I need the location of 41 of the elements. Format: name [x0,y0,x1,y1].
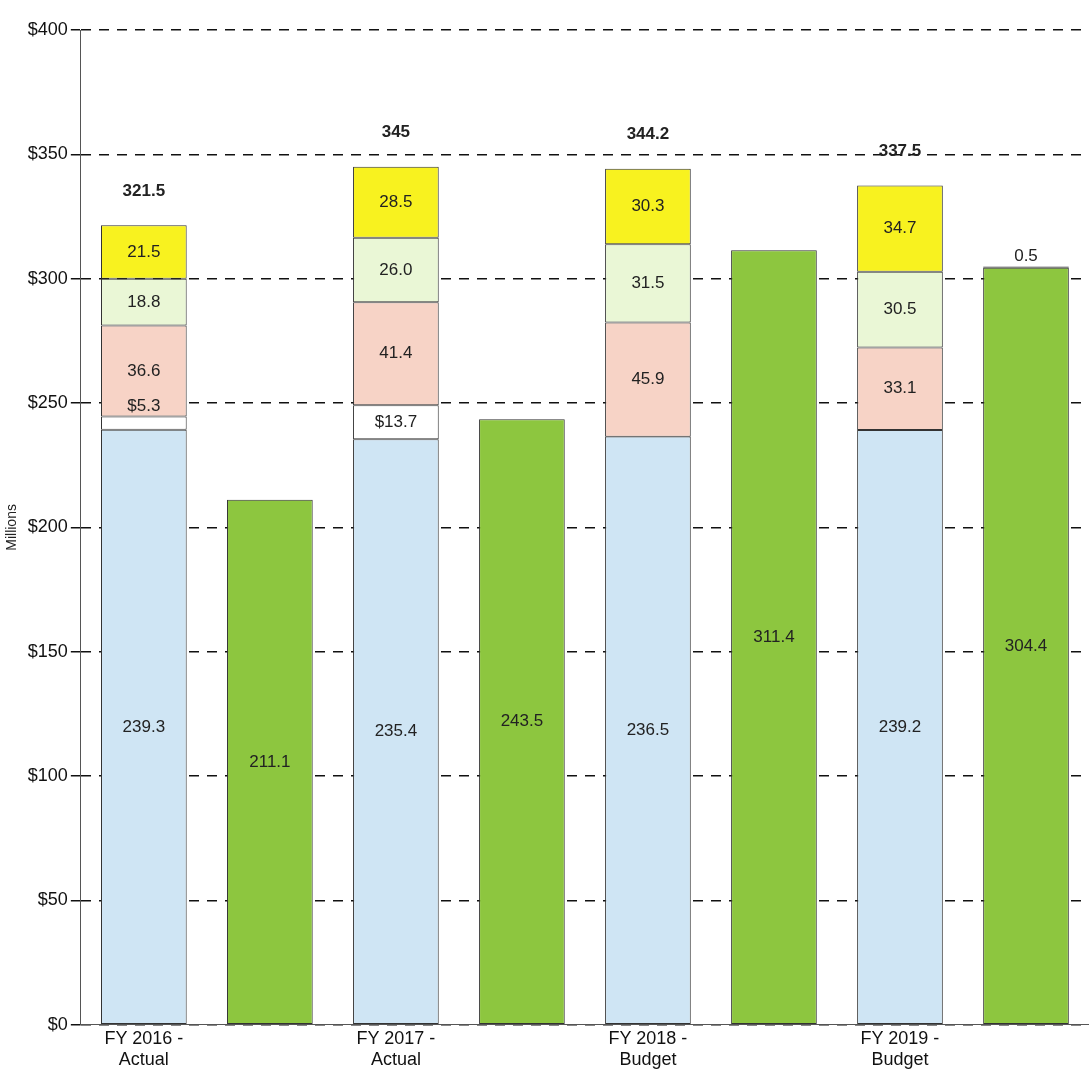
y-axis-title: Millions [3,504,20,551]
data-label: $13.7 [374,412,418,432]
y-tick-label: $50 [37,889,68,910]
data-label: 26.0 [379,259,413,279]
data-label: 21.5 [127,241,161,261]
data-label: 311.4 [753,626,795,646]
x-tick-label: FY 2016 - Actual [104,1027,184,1070]
data-label: 30.3 [631,196,665,216]
y-tick-label: $350 [27,143,68,164]
data-label: 41.4 [379,343,413,363]
data-label: 243.5 [500,711,544,731]
data-label: 18.8 [127,291,161,311]
data-label: 36.6 [127,360,161,380]
y-tick-label: $300 [27,267,68,288]
y-tick-label: $0 [47,1013,68,1034]
data-label: 45.9 [631,369,665,389]
data-label: 34.7 [883,218,917,238]
y-tick-label: $150 [27,640,68,661]
data-label: 304.4 [1004,635,1048,655]
data-label: 236.5 [626,720,670,740]
data-label: 239.2 [878,716,922,736]
data-label: $5.3 [127,396,161,416]
data-label: 211.1 [249,751,291,771]
y-tick-label: $200 [27,516,68,537]
data-label: 31.5 [631,272,665,292]
data-label: 239.3 [122,716,166,736]
data-label: 0.5 [1014,246,1038,266]
y-tick-label: $250 [27,392,68,413]
data-label: 30.5 [883,299,917,319]
x-tick-label: FY 2019 - Budget [860,1027,940,1070]
total-label: 337.5 [878,141,922,161]
data-label: 235.4 [374,721,418,741]
total-label: 344.2 [626,124,670,144]
y-tick-label: $100 [27,765,68,786]
total-label: 321.5 [122,180,166,200]
x-tick-label: FY 2018 - Budget [608,1027,688,1070]
x-tick-label: FY 2017 - Actual [356,1027,436,1070]
total-label: 345 [381,122,411,142]
data-label: 28.5 [379,191,413,211]
data-label: 33.1 [883,378,917,398]
y-tick-label: $400 [27,18,68,39]
